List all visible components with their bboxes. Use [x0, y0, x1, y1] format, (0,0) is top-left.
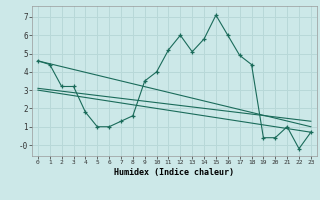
- X-axis label: Humidex (Indice chaleur): Humidex (Indice chaleur): [115, 168, 234, 177]
